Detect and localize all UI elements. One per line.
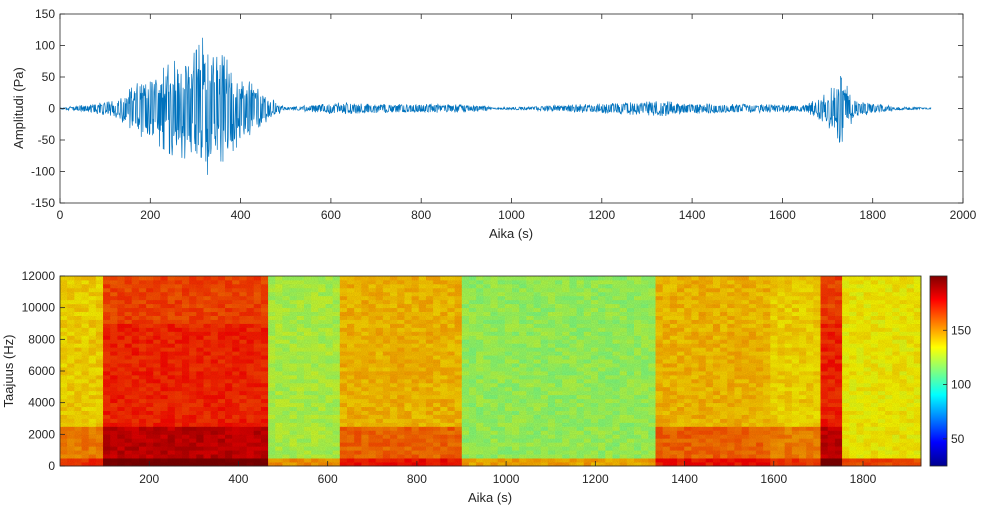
waveform-x-tick-label: 1800: [859, 208, 886, 222]
waveform-y-tick-label: 150: [35, 7, 55, 21]
waveform-y-tick-label: -100: [31, 165, 55, 179]
spectrogram-plot: 200 400 600 800 1000 1200 1400 1600 1800 0200040…: [1, 269, 971, 505]
waveform-x-tick-label: 2000: [950, 208, 977, 222]
waveform-x-tick-label: 400: [231, 208, 251, 222]
waveform-y-tick-label: -50: [38, 133, 56, 147]
waveform-x-tick-label: 1400: [679, 208, 706, 222]
waveform-x-tick-label: 1600: [769, 208, 796, 222]
waveform-x-tick-label: 200: [140, 208, 160, 222]
waveform-y-tick-label: -150: [31, 196, 55, 210]
waveform-x-tick-label: 1000: [498, 208, 525, 222]
waveform-line: [59, 37, 932, 175]
waveform-plot: 0 200 400 600 800 1000 1200 1400 1600 1800 2000 -1…: [11, 7, 977, 241]
waveform-y-tick-label: 50: [42, 70, 56, 84]
waveform-x-tick-label: 600: [321, 208, 341, 222]
waveform-x-tick-label: 0: [57, 208, 64, 222]
waveform-x-tick-label: 1200: [588, 208, 615, 222]
waveform-y-label: Amplitudi (Pa): [11, 67, 26, 149]
waveform-y-tick-label: 0: [48, 102, 55, 116]
waveform-series: [59, 37, 932, 175]
waveform-x-label: Aika (s): [489, 226, 533, 241]
waveform-y-tick-label: 100: [35, 39, 55, 53]
waveform-x-tick-label: 800: [411, 208, 431, 222]
